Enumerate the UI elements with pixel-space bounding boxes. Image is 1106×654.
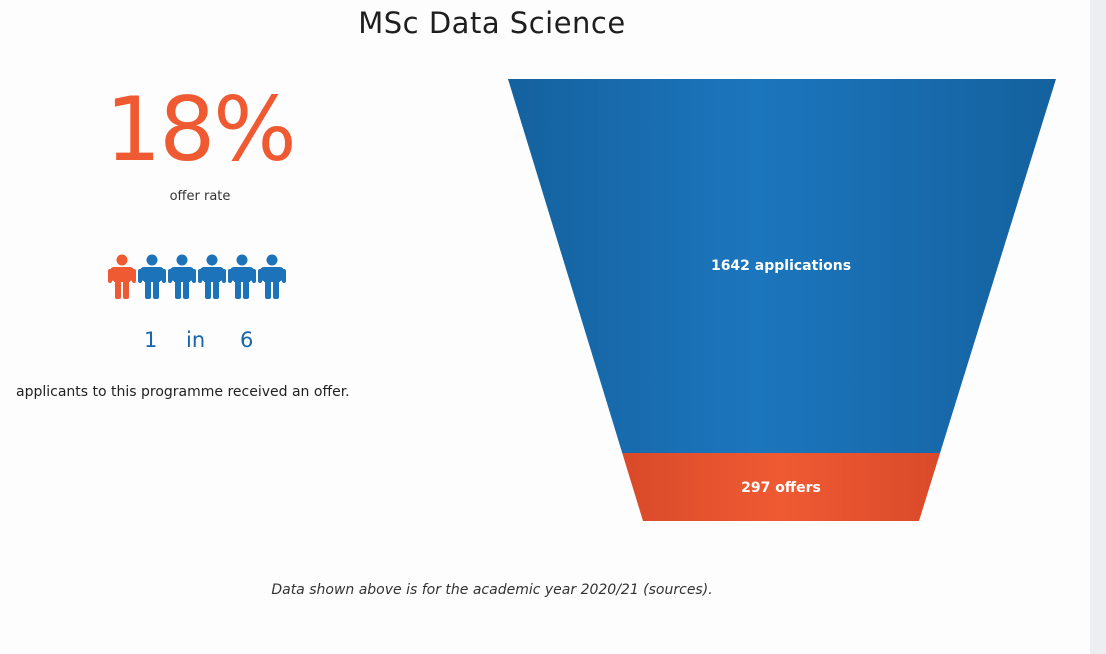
person-icon (258, 254, 286, 299)
scrollbar-track[interactable] (1090, 0, 1106, 654)
person-icon (168, 254, 196, 299)
funnel-stage-applications (508, 79, 1056, 453)
funnel-stage-applications-label: 1642 applications (711, 258, 851, 274)
person-icon-highlight (108, 254, 136, 299)
ratio-word: in (186, 328, 206, 352)
funnel-stage-offers (622, 453, 941, 521)
person-icon (228, 254, 256, 299)
person-icon (198, 254, 226, 299)
ratio-numerator: 1 (144, 328, 158, 352)
offer-rate-value: 18% (105, 78, 297, 181)
funnel-stage-offers-label: 297 offers (741, 480, 821, 496)
person-icon (138, 254, 166, 299)
people-pictogram (108, 254, 298, 300)
offer-rate-label: offer rate (169, 189, 231, 204)
page-title: MSc Data Science (358, 6, 626, 40)
applicants-text: applicants to this programme received an… (16, 384, 350, 400)
ratio-denominator: 6 (240, 328, 254, 352)
footnote: Data shown above is for the academic yea… (271, 582, 713, 598)
